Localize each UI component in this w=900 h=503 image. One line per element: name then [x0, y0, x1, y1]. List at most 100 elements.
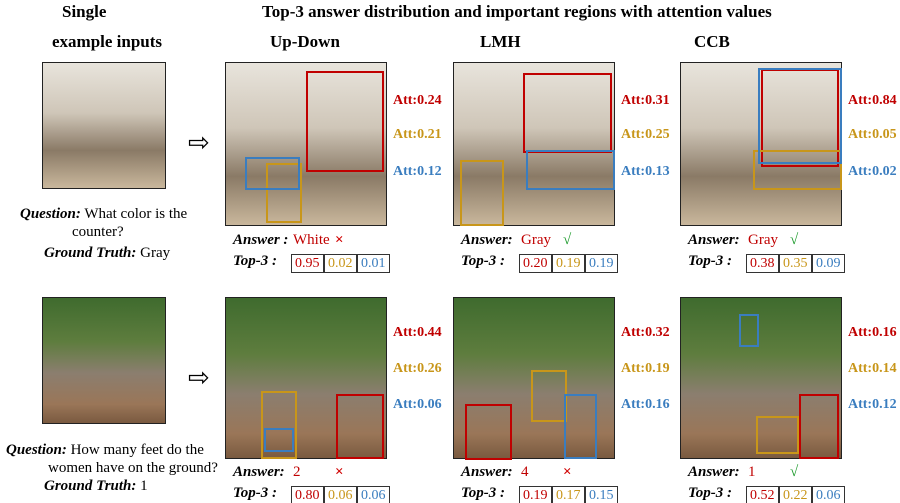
question-label: Question:: [6, 442, 67, 458]
result-image: [225, 62, 387, 226]
attention-box: [530, 370, 567, 422]
top3-value: 0.06: [324, 486, 357, 503]
result-image: [225, 297, 387, 459]
top3-value: 0.80: [291, 486, 324, 503]
header-left: Single: [62, 2, 107, 21]
result-image: [453, 62, 615, 226]
column-header: CCB: [694, 32, 730, 51]
top3-value: 0.19: [552, 254, 585, 273]
verdict: ×: [335, 232, 344, 248]
attention-value: Att:0.25: [621, 127, 670, 142]
attention-value: Att:0.32: [621, 325, 670, 340]
top3-value: 0.02: [324, 254, 357, 273]
top3-label: Top-3 :: [461, 253, 506, 269]
attention-box: [266, 163, 302, 223]
attention-value: Att:0.12: [393, 164, 442, 179]
attention-box: [753, 150, 842, 191]
ground-truth-label: Ground Truth:: [44, 245, 137, 261]
top3-value: 0.06: [812, 486, 845, 503]
top3-value: 0.09: [812, 254, 845, 273]
verdict: ×: [563, 464, 572, 480]
top3-value: 0.95: [291, 254, 324, 273]
attention-value: Att:0.16: [621, 397, 670, 412]
ground-truth-value: 1: [136, 478, 148, 494]
top3-value: 0.38: [746, 254, 779, 273]
question: Question: How many feet do the: [6, 442, 204, 459]
ground-truth: Ground Truth: Gray: [44, 245, 170, 262]
question: Question: What color is the: [20, 206, 187, 223]
top3-label: Top-3 :: [233, 485, 278, 501]
attention-value: Att:0.31: [621, 93, 670, 108]
answer: White: [293, 232, 330, 248]
answer: 2: [293, 464, 301, 480]
top3-value: 0.06: [357, 486, 390, 503]
top3-label: Top-3 :: [461, 485, 506, 501]
question-text: women have on the ground?: [48, 460, 218, 476]
attention-value: Att:0.05: [848, 127, 897, 142]
top3-value: 0.19: [519, 486, 552, 503]
attention-value: Att:0.19: [621, 361, 670, 376]
ground-truth-label: Ground Truth:: [44, 478, 137, 494]
top3-value: 0.15: [585, 486, 618, 503]
question-label: Question:: [20, 206, 81, 222]
attention-box: [799, 394, 839, 459]
attention-value: Att:0.84: [848, 93, 897, 108]
attention-box: [522, 72, 612, 153]
attention-box: [738, 314, 759, 347]
top3-value: 0.20: [519, 254, 552, 273]
attention-value: Att:0.14: [848, 361, 897, 376]
ground-truth-value: Gray: [136, 245, 171, 261]
attention-box: [336, 394, 384, 459]
top3-label: Top-3 :: [688, 485, 733, 501]
answer-label: Answer:: [688, 232, 740, 248]
attention-box: [261, 390, 298, 459]
column-header: LMH: [480, 32, 521, 51]
attention-box: [264, 427, 294, 453]
input-image: [42, 62, 166, 189]
attention-value: Att:0.44: [393, 325, 442, 340]
top3-value: 0.19: [585, 254, 618, 273]
top3-value: 0.17: [552, 486, 585, 503]
answer: Gray: [521, 232, 551, 248]
result-image: [680, 297, 842, 459]
top3-value: 0.35: [779, 254, 812, 273]
answer-label: Answer:: [688, 464, 740, 480]
answer: Gray: [748, 232, 778, 248]
attention-box: [756, 416, 799, 454]
question-text: What color is the: [80, 206, 188, 222]
attention-value: Att:0.16: [848, 325, 897, 340]
attention-value: Att:0.24: [393, 93, 442, 108]
answer: 1: [748, 464, 756, 480]
answer: 4: [521, 464, 529, 480]
top3-value: 0.22: [779, 486, 812, 503]
top3-label: Top-3 :: [688, 253, 733, 269]
verdict: √: [790, 464, 799, 480]
answer-label: Answer:: [461, 464, 513, 480]
attention-value: Att:0.06: [393, 397, 442, 412]
verdict: √: [790, 232, 799, 248]
column-header: Up-Down: [270, 32, 340, 51]
attention-value: Att:0.26: [393, 361, 442, 376]
top3-value: 0.52: [746, 486, 779, 503]
input-image: [42, 297, 166, 424]
attention-box: [245, 156, 301, 191]
attention-box: [465, 403, 513, 461]
attention-box: [757, 67, 842, 165]
header-left: example inputs: [52, 32, 163, 51]
question-text: counter?: [72, 224, 124, 240]
attention-box: [460, 160, 505, 226]
header-right: Top-3 answer distribution and important …: [262, 2, 772, 21]
answer-label: Answer :: [233, 232, 289, 248]
question-text: How many feet do the: [66, 442, 204, 458]
attention-value: Att:0.13: [621, 164, 670, 179]
verdict: ×: [335, 464, 344, 480]
arrow: ⇨: [188, 128, 210, 157]
attention-value: Att:0.21: [393, 127, 442, 142]
attention-box: [564, 394, 598, 459]
verdict: √: [563, 232, 572, 248]
attention-box: [306, 71, 384, 173]
answer-label: Answer:: [461, 232, 513, 248]
attention-value: Att:0.12: [848, 397, 897, 412]
attention-box: [526, 150, 615, 191]
